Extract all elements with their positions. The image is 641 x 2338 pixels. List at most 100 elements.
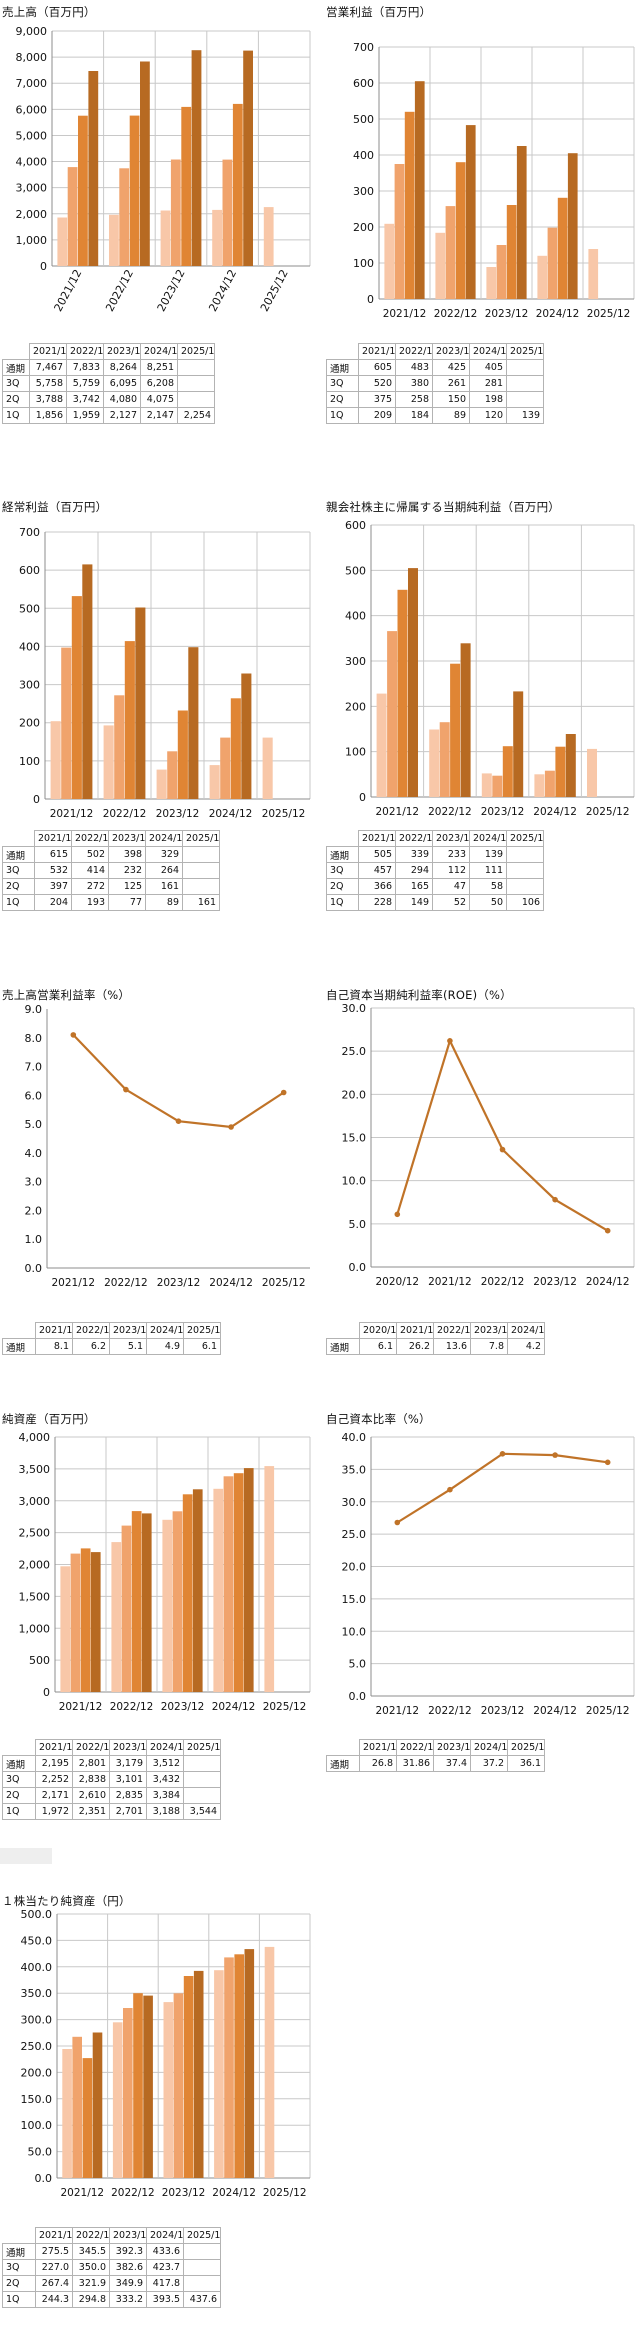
y-tick-label: 2,500 <box>19 1527 51 1540</box>
y-tick-label: 5.0 <box>25 1118 43 1131</box>
table-corner <box>2 2227 36 2244</box>
ratio-panel: 自己資本比率（%） 0.0 5.0 10.0 15.0 20.0 25.0 30.0 35.0… <box>326 1411 638 1772</box>
bar <box>173 1993 184 2178</box>
ratio-title: 自己資本比率（%） <box>326 1412 431 1426</box>
bar <box>170 159 181 266</box>
column-header: 2021/12 <box>34 830 72 847</box>
table-cell: 26.2 <box>396 1338 434 1355</box>
table-cell: 6.1 <box>183 1338 221 1355</box>
table-cell: 26.8 <box>359 1755 397 1772</box>
bar <box>234 1954 244 2178</box>
data-point <box>447 1486 453 1493</box>
x-tick-label: 2021/12 <box>375 1705 419 1717</box>
x-tick-label: 2025/12 <box>263 2187 307 2199</box>
column-header: 2022/12 <box>72 1322 110 1339</box>
column-header: 2022/12 <box>395 830 433 847</box>
bar <box>565 734 576 797</box>
data-point <box>499 1451 506 1457</box>
series-line <box>396 1037 609 1232</box>
bar <box>555 746 566 797</box>
x-tick-label: 2020/12 <box>375 1276 419 1288</box>
y-tick-label: 100 <box>345 746 366 759</box>
x-tick-label: 2022/12 <box>104 1277 148 1289</box>
column-header: 2023/12 <box>103 343 141 360</box>
table-cell: 505 <box>358 846 396 863</box>
bar <box>80 1548 91 1692</box>
bar <box>460 643 471 797</box>
bar <box>429 729 440 797</box>
column-header: 2025/12 <box>182 830 220 847</box>
row-label: 通期 <box>326 1755 360 1772</box>
column-header: 2021/12 <box>35 1322 73 1339</box>
table-row: 通期 7,467 7,833 8,264 8,251 <box>2 359 215 376</box>
table-cell: 339 <box>395 846 433 863</box>
bar <box>177 710 188 799</box>
table-cell <box>177 359 215 376</box>
ord-chart: 0 100 200 300 400 500 600 700 2021/12 2022/12 2023… <box>19 526 311 820</box>
table-cell: 2,610 <box>72 1787 110 1804</box>
bar <box>135 607 146 799</box>
x-tick-label: 2024/12 <box>536 308 580 320</box>
column-header: 2024/12 <box>507 1322 545 1339</box>
table-cell: 8,251 <box>140 359 178 376</box>
table-corner <box>2 830 35 847</box>
table-cell: 382.6 <box>109 2259 147 2276</box>
table-cell: 227.0 <box>35 2259 73 2276</box>
table-corner <box>326 1739 360 1756</box>
row-label: 通期 <box>2 846 35 863</box>
x-tick-label: 2025/12 <box>586 1705 630 1717</box>
y-tick-label: 3,500 <box>19 1463 51 1476</box>
y-tick-label: 30.0 <box>342 1496 367 1509</box>
table-cell: 6,208 <box>140 375 178 392</box>
bar <box>243 1468 254 1692</box>
column-header: 2024/12 <box>145 830 183 847</box>
bar <box>62 2049 72 2178</box>
x-tick-label: 2021/12 <box>51 1277 95 1289</box>
column-header: 2023/12 <box>109 1739 147 1756</box>
bar <box>72 2036 82 2178</box>
table-cell: 120 <box>469 407 507 424</box>
x-tick-label: 2021/12 <box>50 808 94 820</box>
column-header: 2022/12 <box>396 1739 434 1756</box>
table-cell: 2,127 <box>103 407 141 424</box>
bar <box>435 232 446 299</box>
y-tick-label: 350.0 <box>21 1987 53 2000</box>
y-tick-label: 9.0 <box>25 1003 43 1016</box>
y-tick-label: 1.0 <box>25 1233 43 1246</box>
bar <box>121 1525 132 1692</box>
table-cell: 3,512 <box>146 1755 184 1772</box>
row-label: 通期 <box>2 1755 36 1772</box>
y-tick-label: 4.0 <box>25 1147 43 1160</box>
bar <box>61 647 72 799</box>
bar <box>264 1466 275 1692</box>
data-point <box>552 1452 558 1458</box>
table-cell: 272 <box>71 878 109 895</box>
table-cell: 532 <box>34 862 72 879</box>
table-cell: 433.6 <box>146 2243 184 2260</box>
table-cell: 615 <box>34 846 72 863</box>
table-cell: 345.5 <box>72 2243 110 2260</box>
bar <box>502 746 513 797</box>
table-cell: 329 <box>145 846 183 863</box>
table-cell: 281 <box>469 375 507 392</box>
column-header: 2021/12 <box>358 343 396 360</box>
sales-chart: 0 1,000 2,000 3,000 4,000 5,000 6,000 7,000 8,00… <box>16 25 311 314</box>
table-cell <box>183 1771 221 1788</box>
table-cell: 3,188 <box>146 1803 184 1820</box>
y-tick-label: 5.0 <box>349 1658 367 1671</box>
bar <box>244 1949 255 2178</box>
table-cell: 3,788 <box>29 391 67 408</box>
table-cell: 6,095 <box>103 375 141 392</box>
table-cell: 294 <box>395 862 433 879</box>
table-row: 通期 26.8 31.86 37.4 37.2 36.1 <box>326 1755 545 1772</box>
bar <box>140 61 150 266</box>
bar <box>119 168 130 266</box>
table-cell: 392.3 <box>109 2243 147 2260</box>
x-tick-label: 2022/12 <box>428 1705 472 1717</box>
bar <box>567 153 578 299</box>
bar <box>455 162 466 299</box>
bar <box>90 1552 101 1692</box>
x-tick-label: 2024/12 <box>206 267 239 313</box>
column-header: 2021/12 <box>35 1739 73 1756</box>
